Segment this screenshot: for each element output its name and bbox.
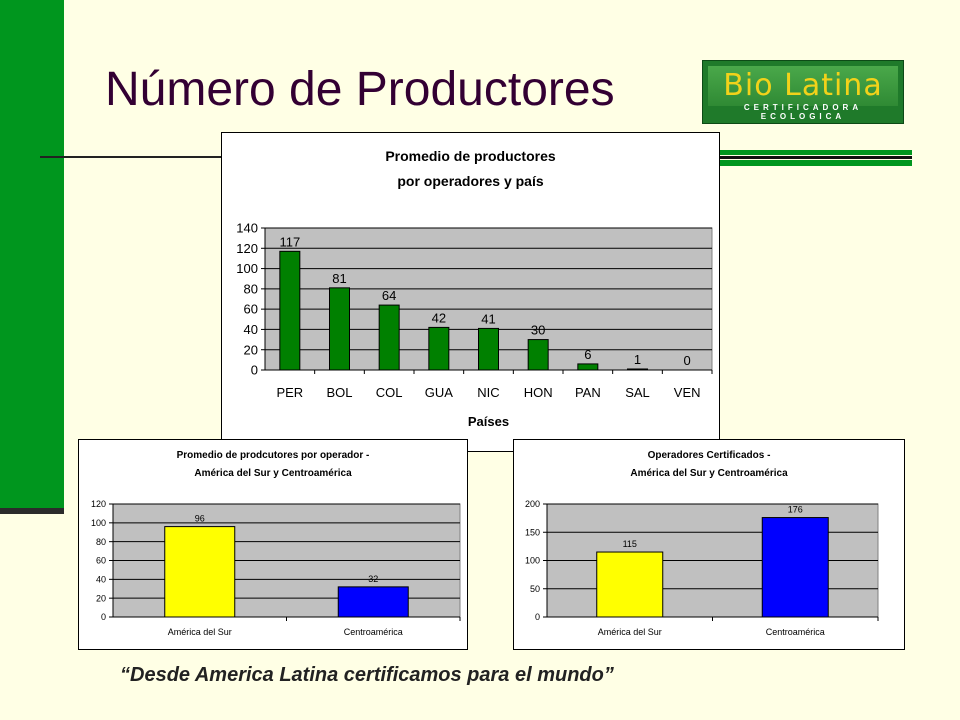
category-label: NIC [477, 385, 499, 400]
bar [577, 363, 599, 371]
bar [596, 551, 664, 618]
y-tick-label: 60 [244, 302, 258, 317]
bar-value-label: 81 [332, 271, 346, 286]
bar-value-label: 64 [382, 288, 396, 303]
title-rule-left [40, 156, 222, 158]
bar [761, 517, 829, 618]
producers-region-chart-panel: Promedio de prodcutores por operador - Am… [78, 439, 468, 650]
bar [378, 304, 400, 371]
y-tick-label: 100 [525, 556, 540, 566]
y-tick-label: 40 [244, 322, 258, 337]
bar-value-label: 0 [684, 353, 691, 368]
bar-value-label: 41 [481, 311, 495, 326]
y-tick-label: 0 [101, 612, 106, 622]
category-label: América del Sur [598, 627, 662, 637]
category-label: BOL [326, 385, 352, 400]
y-tick-label: 0 [535, 612, 540, 622]
bar-value-label: 42 [432, 310, 446, 325]
y-tick-label: 50 [530, 584, 540, 594]
bar [627, 368, 648, 371]
bar-value-label: 6 [584, 347, 591, 362]
side-accent-bar [0, 0, 64, 512]
x-axis-title: Países [468, 414, 509, 429]
chart-title-line: Operadores Certificados - [648, 450, 771, 461]
y-tick-label: 100 [236, 261, 258, 276]
y-tick-label: 20 [244, 342, 258, 357]
category-label: COL [376, 385, 403, 400]
title-rule-right-green-bottom [718, 160, 912, 166]
bar-value-label: 96 [195, 514, 205, 524]
chart-title-line: América del Sur y Centroamérica [630, 468, 788, 479]
bar [337, 586, 409, 618]
bar-value-label: 30 [531, 323, 545, 338]
y-tick-label: 200 [525, 499, 540, 509]
logo-subtitle: CERTIFICADORA ECOLOGICA [743, 103, 863, 121]
operators-region-chart: Operadores Certificados - América del Sur… [525, 450, 879, 637]
category-label: PER [276, 385, 303, 400]
category-label: GUA [425, 385, 454, 400]
logo-panel: Bio Latina [708, 66, 898, 106]
bar-value-label: 1 [634, 352, 641, 367]
chart-title-line: por operadores y país [397, 173, 543, 189]
chart-title-line: Promedio de prodcutores por operador - [177, 450, 370, 461]
side-accent-base [0, 508, 64, 514]
y-tick-label: 60 [96, 556, 106, 566]
chart-title-line: Promedio de productores [385, 148, 556, 164]
y-tick-label: 150 [525, 527, 540, 537]
bar-value-label: 32 [368, 574, 378, 584]
category-label: PAN [575, 385, 601, 400]
bar [279, 250, 301, 371]
y-tick-label: 140 [236, 221, 258, 236]
category-label: VEN [674, 385, 701, 400]
main-bar-chart: Promedio de productores por operadores y … [236, 148, 713, 429]
y-tick-label: 0 [251, 363, 258, 378]
main-bar-chart-panel: Promedio de productores por operadores y … [221, 132, 720, 452]
bar-value-label: 115 [623, 539, 637, 549]
y-tick-label: 80 [96, 537, 106, 547]
y-tick-label: 100 [91, 518, 106, 528]
title-rule-right-dark [718, 156, 912, 159]
operators-region-chart-panel: Operadores Certificados - América del Sur… [513, 439, 905, 650]
category-label: Centroamérica [344, 627, 403, 637]
producers-region-chart: Promedio de prodcutores por operador - Am… [91, 450, 461, 637]
y-tick-label: 80 [244, 281, 258, 296]
bar [478, 327, 499, 371]
category-label: Centroamérica [766, 627, 825, 637]
logo-wordmark: Bio Latina [723, 68, 883, 103]
category-label: América del Sur [168, 627, 232, 637]
bar [428, 326, 450, 371]
category-label: HON [524, 385, 553, 400]
y-tick-label: 20 [96, 593, 106, 603]
y-tick-label: 120 [91, 499, 106, 509]
bar [164, 526, 236, 618]
slide-footer-slogan: “Desde America Latina certificamos para … [120, 664, 614, 686]
bar [329, 287, 350, 371]
slide-title: Número de Productores [105, 63, 615, 116]
chart-title-line: América del Sur y Centroamérica [194, 468, 352, 479]
bar [527, 339, 549, 371]
y-tick-label: 120 [236, 241, 258, 256]
bar-value-label: 176 [788, 505, 803, 515]
biolatina-logo: Bio Latina CERTIFICADORA ECOLOGICA [702, 60, 904, 124]
title-rule-right-green-top [718, 150, 912, 155]
bar-value-label: 117 [279, 234, 300, 249]
y-tick-label: 40 [96, 574, 106, 584]
category-label: SAL [625, 385, 650, 400]
